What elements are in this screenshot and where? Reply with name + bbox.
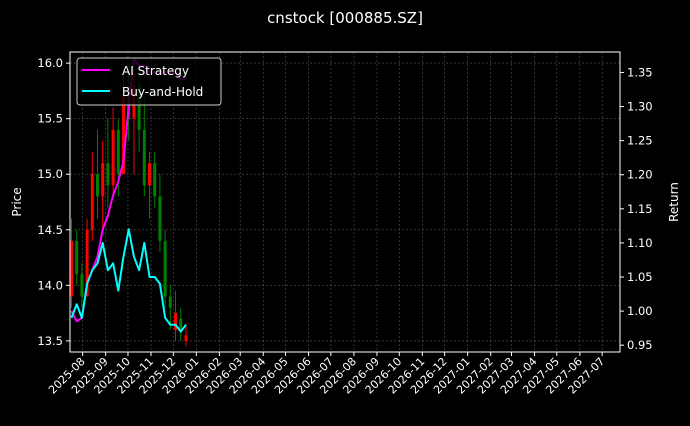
- candle-body: [168, 296, 172, 308]
- candle-body: [174, 313, 178, 330]
- plot-frame: [69, 51, 621, 353]
- y-tick-label-right: 1.30: [627, 100, 653, 114]
- candle-body: [122, 96, 126, 175]
- candle-body: [148, 163, 152, 186]
- y-tick-label-right: 1.15: [627, 202, 653, 216]
- legend: AI Strategy Buy-and-Hold: [76, 57, 222, 106]
- candle-body: [163, 240, 167, 297]
- y-tick-label-right: 1.05: [627, 270, 653, 284]
- candle-body: [184, 335, 188, 341]
- y-tick-label: 15.0: [37, 167, 63, 181]
- y-axis-label-right: Return: [667, 182, 681, 222]
- candle-body: [85, 229, 89, 297]
- y-tick-label-right: 1.20: [627, 168, 653, 182]
- candle-body: [101, 163, 105, 197]
- chart-title: cnstock [000885.SZ]: [267, 9, 423, 27]
- candle-body: [106, 163, 110, 186]
- y-tick-label: 13.5: [37, 334, 63, 348]
- y-tick-label-right: 1.25: [627, 134, 653, 148]
- candle-body: [69, 240, 73, 297]
- legend-label-buy-hold: Buy-and-Hold: [122, 85, 203, 99]
- y-tick-label-right: 0.95: [627, 338, 653, 352]
- legend-label-strategy: AI Strategy: [122, 64, 189, 78]
- y-axis-label: Price: [10, 187, 24, 216]
- y-tick-label: 15.5: [37, 112, 63, 126]
- candle-body: [153, 163, 157, 197]
- y-tick-label: 16.0: [37, 56, 63, 70]
- buy-hold-line: [70, 228, 187, 333]
- candle-body: [158, 196, 162, 241]
- candle-body: [80, 274, 84, 297]
- y-tick-label-right: 1.35: [627, 65, 653, 79]
- y-tick-label: 14.5: [37, 223, 63, 237]
- y-tick-label-right: 1.10: [627, 236, 653, 250]
- candle-body: [96, 174, 99, 197]
- candle-body: [116, 129, 120, 175]
- y-tick-label: 14.0: [37, 278, 63, 292]
- candle-body: [142, 129, 146, 186]
- y-tick-label-right: 1.00: [627, 304, 653, 318]
- candle-body: [137, 85, 141, 130]
- candle-body: [75, 240, 79, 275]
- candle-body: [111, 129, 115, 186]
- candle-body: [90, 174, 94, 230]
- candle-body: [179, 318, 183, 330]
